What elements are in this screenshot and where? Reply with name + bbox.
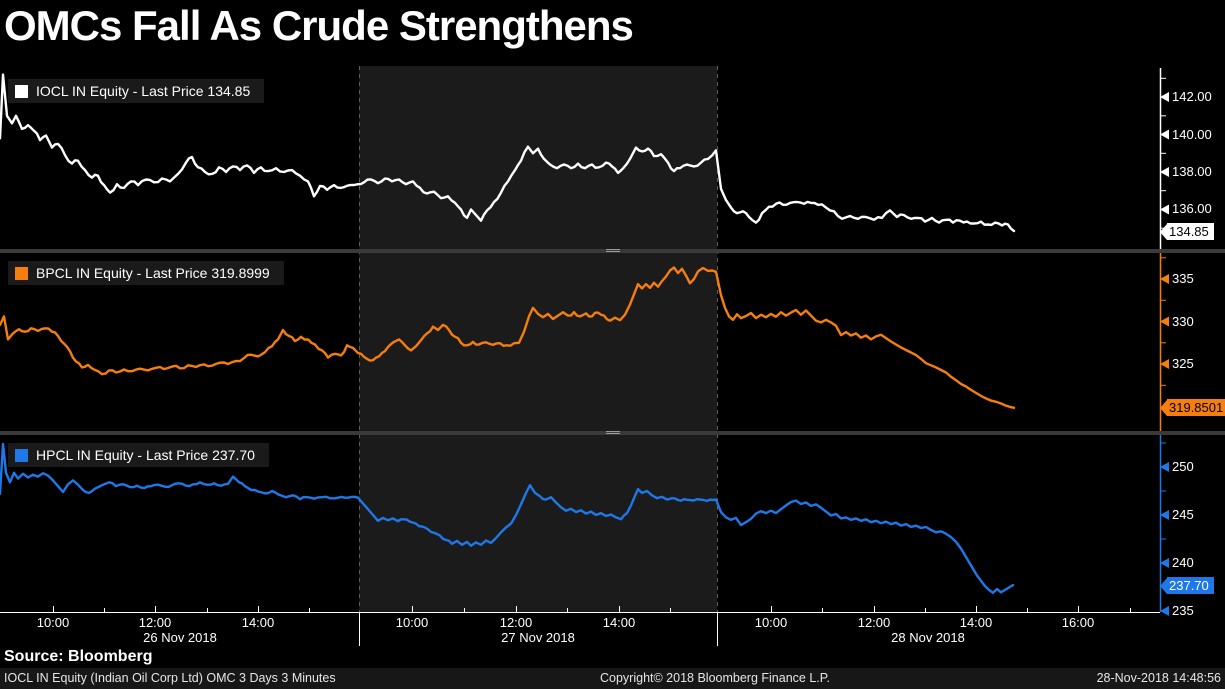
y-tick-arrow-icon [1160,204,1169,215]
y-tick-arrow-icon [1160,316,1169,327]
footer-bar: IOCL IN Equity (Indian Oil Corp Ltd) OMC… [0,668,1225,689]
y-axis-label: 140.00 [1172,126,1212,142]
x-axis-tick-label: 12:00 [499,615,533,630]
last-price-tag-bpcl: 319.8501 [1160,399,1225,416]
y-axis-label: 240 [1172,555,1194,571]
chart-title: OMCs Fall As Crude Strengthens [4,2,634,49]
y-tick-arrow-icon [1160,558,1169,568]
y-tick-arrow-icon [1160,606,1169,616]
y-axis-label: 142.00 [1172,89,1212,105]
panel-separator-1[interactable] [0,249,1225,253]
y-axis-label: 136.00 [1172,201,1212,217]
y-axis-label: 335 [1172,271,1194,286]
last-price-tag-iocl: 134.85 [1160,223,1214,240]
x-axis-tick-label: 12:00 [138,615,172,630]
bpcl-swatch-icon [15,266,28,280]
x-axis-tick-label: 14:00 [602,615,636,630]
legend-bpcl-label: BPCL IN Equity - Last Price 319.8999 [36,265,270,281]
legend-hpcl[interactable]: HPCL IN Equity - Last Price 237.70 [8,443,269,467]
separator-grip-icon [606,431,620,434]
x-axis-tick-label: 10:00 [395,615,429,630]
date-label: 26 Nov 2018 [143,630,217,645]
last-price-tag-hpcl: 237.70 [1160,577,1214,594]
y-axis-label: 250 [1172,458,1194,474]
x-axis-tick-label: 12:00 [857,615,891,630]
y-axis-label: 245 [1172,507,1194,522]
legend-iocl[interactable]: IOCL IN Equity - Last Price 134.85 [8,79,265,103]
panel-separator-2[interactable] [0,431,1225,435]
y-tick-arrow-icon [1160,510,1169,520]
tag-arrow-icon [1160,223,1167,240]
y-tick-arrow-icon [1160,92,1169,102]
price-line-hpcl [0,442,1015,594]
date-label: 27 Nov 2018 [501,630,575,645]
x-axis-tick-label: 10:00 [754,615,788,630]
x-axis-tick-label: 14:00 [959,615,993,630]
x-axis-tick-label: 16:00 [1061,615,1095,630]
y-axis-label: 235 [1172,603,1194,619]
price-line-bpcl [0,266,1016,409]
hpcl-swatch-icon [15,448,28,462]
source-label: Source: Bloomberg [4,648,153,665]
legend-bpcl[interactable]: BPCL IN Equity - Last Price 319.8999 [8,261,284,285]
footer-timestamp: 28-Nov-2018 14:48:56 [1096,671,1221,685]
legend-hpcl-label: HPCL IN Equity - Last Price 237.70 [36,447,255,463]
x-axis-tick-label: 10:00 [36,615,70,630]
y-axis-label: 325 [1172,356,1194,372]
footer-copyright: Copyright© 2018 Bloomberg Finance L.P. [600,671,830,685]
y-axis-label: 330 [1172,313,1194,329]
tag-arrow-icon [1160,577,1167,594]
price-line-iocl [0,73,1016,233]
y-axis-label: 138.00 [1172,163,1212,179]
date-label: 28 Nov 2018 [891,630,965,645]
footer-security-description: IOCL IN Equity (Indian Oil Corp Ltd) OMC… [4,671,336,685]
y-tick-arrow-icon [1160,462,1169,472]
y-tick-arrow-icon [1160,129,1169,140]
tag-arrow-icon [1160,399,1167,416]
y-tick-arrow-icon [1160,167,1169,177]
y-tick-arrow-icon [1160,359,1169,369]
y-tick-arrow-icon [1160,274,1169,284]
separator-grip-icon [606,249,620,252]
iocl-swatch-icon [15,84,28,98]
chart-plot-area[interactable] [0,68,1160,612]
x-axis-tick-label: 14:00 [241,615,275,630]
legend-iocl-label: IOCL IN Equity - Last Price 134.85 [36,83,251,99]
